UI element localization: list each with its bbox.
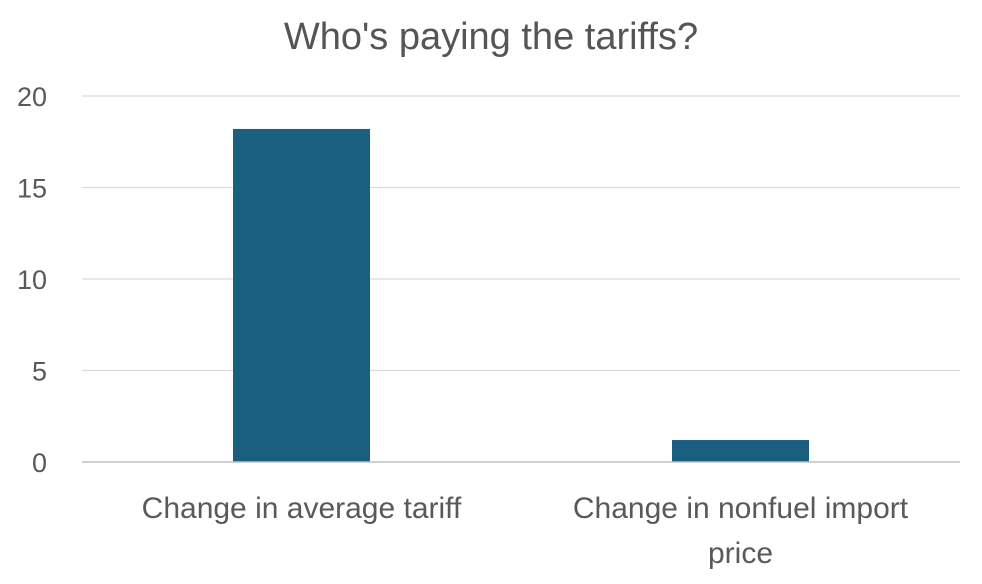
y-tick-label: 15 bbox=[17, 174, 47, 204]
bar bbox=[233, 128, 370, 462]
x-category-label: Change in nonfuel import bbox=[573, 492, 909, 525]
bar bbox=[672, 440, 809, 462]
y-tick-label: 10 bbox=[17, 265, 47, 295]
y-tick-label: 20 bbox=[17, 82, 47, 112]
y-axis-ticks: 0 5 10 15 20 bbox=[17, 82, 47, 478]
chart-title: Who's paying the tariffs? bbox=[284, 16, 698, 58]
y-tick-label: 5 bbox=[32, 357, 47, 387]
x-category-label: price bbox=[708, 537, 773, 570]
x-axis-categories: Change in average tariff Change in nonfue… bbox=[142, 492, 909, 570]
gridlines bbox=[82, 95, 960, 372]
y-tick-label: 0 bbox=[32, 448, 47, 478]
x-category-label: Change in average tariff bbox=[142, 492, 462, 525]
bars bbox=[233, 128, 809, 462]
